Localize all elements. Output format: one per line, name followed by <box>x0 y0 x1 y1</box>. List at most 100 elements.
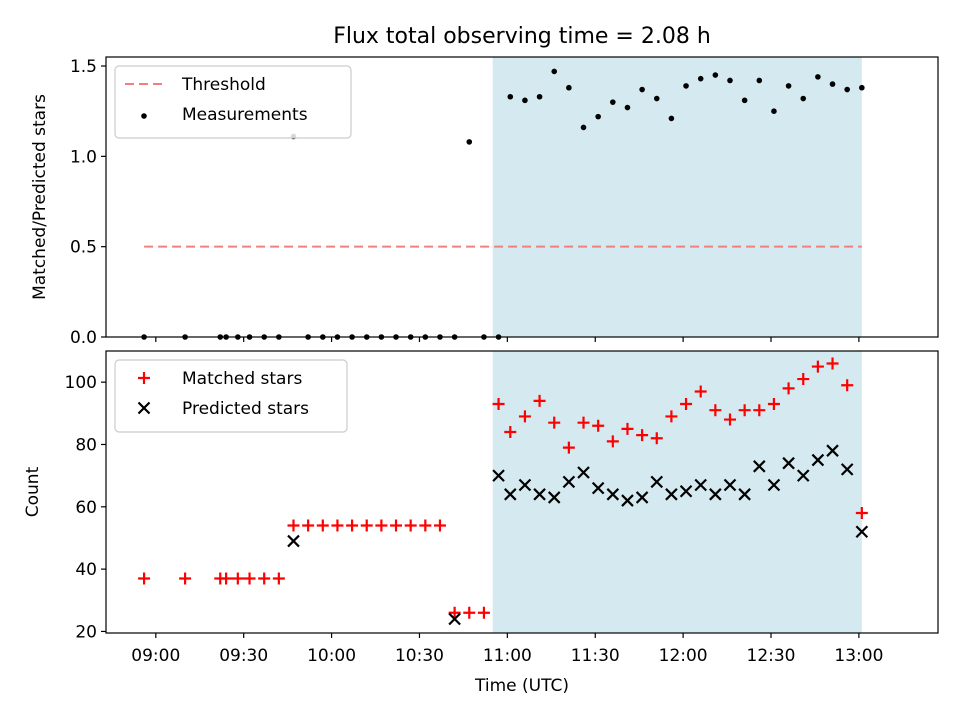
predicted-star-point <box>533 488 546 501</box>
measurement-point <box>683 83 689 89</box>
predicted-star-point <box>562 475 576 489</box>
measurement-point <box>785 83 792 89</box>
legend-matched-swatch <box>138 372 150 384</box>
measurement-point <box>466 139 473 145</box>
legend-predicted-swatch <box>137 401 151 415</box>
predicted-star-point <box>694 478 707 492</box>
matched-star-point <box>650 432 663 445</box>
matched-star-point <box>463 606 476 619</box>
chart-title: Flux total observing time = 2.08 h <box>333 24 711 49</box>
measurement-point <box>697 75 704 82</box>
top-y-tick-label: 1.0 <box>70 147 97 167</box>
matched-star-point <box>492 397 505 410</box>
matched-star-point <box>331 519 344 532</box>
matched-star-point <box>753 404 766 417</box>
legend-label: Matched stars <box>182 369 302 389</box>
matched-star-point <box>797 373 810 386</box>
measurement-point <box>844 86 850 93</box>
matched-star-point <box>636 429 649 442</box>
matched-star-point <box>548 416 561 429</box>
x-tick-label: 09:30 <box>219 646 268 666</box>
matched-star-point <box>138 572 151 585</box>
predicted-star-point <box>621 494 634 507</box>
matched-star-point <box>316 519 329 532</box>
x-tick-label: 09:00 <box>131 646 180 666</box>
x-tick-label: 11:30 <box>571 646 620 666</box>
predicted-star-point <box>811 453 825 467</box>
bottom-y-tick-label: 80 <box>75 435 97 455</box>
legend-label: Predicted stars <box>182 399 309 419</box>
x-axis-label: Time (UTC) <box>474 676 569 696</box>
predicted-star-point <box>782 456 795 470</box>
measurement-point <box>653 95 660 102</box>
top-y-axis-label: Matched/Predicted stars <box>30 94 50 300</box>
matched-star-point <box>390 519 403 532</box>
matched-star-point <box>433 519 446 532</box>
predicted-star-point <box>753 460 766 473</box>
matched-star-point <box>179 572 192 585</box>
measurement-point <box>624 104 631 111</box>
matched-star-point <box>346 519 359 532</box>
matched-star-point <box>375 519 388 532</box>
bottom-axes-frame <box>105 350 939 634</box>
measurement-point <box>741 97 748 104</box>
top-axes-frame <box>105 56 939 338</box>
matched-star-point <box>606 435 619 448</box>
matched-star-point <box>243 572 256 585</box>
matched-star-point <box>724 413 736 426</box>
legend-label: Measurements <box>182 105 308 125</box>
measurement-point <box>727 77 733 84</box>
matched-star-point <box>419 519 432 532</box>
matched-star-point <box>665 410 678 423</box>
matched-star-point <box>477 606 490 619</box>
matched-star-point <box>694 385 707 398</box>
measurement-point <box>507 93 514 100</box>
measurement-point <box>580 124 587 131</box>
legend-label: Threshold <box>181 75 266 95</box>
top-shaded-region <box>492 57 862 337</box>
measurement-point <box>815 74 821 80</box>
matched-star-point <box>811 360 824 373</box>
top-legend <box>114 65 352 139</box>
matched-star-point <box>855 507 868 520</box>
predicted-star-point <box>679 484 693 498</box>
measurement-point <box>668 115 675 122</box>
measurement-point <box>551 68 558 75</box>
x-tick-label: 12:00 <box>659 646 708 666</box>
bottom-y-tick-label: 60 <box>75 498 97 518</box>
bottom-y-axis-label: Count <box>23 466 43 517</box>
bottom-shaded-region <box>492 351 862 633</box>
measurement-point <box>610 99 616 105</box>
measurement-point <box>566 84 572 91</box>
measurement-point <box>522 97 528 104</box>
predicted-star-point <box>504 488 517 501</box>
predicted-star-point <box>709 488 722 501</box>
bottom-y-tick-label: 20 <box>75 622 97 642</box>
matched-star-point <box>782 382 795 395</box>
x-tick-label: 11:00 <box>483 646 532 666</box>
matched-star-point <box>404 519 417 532</box>
predicted-star-point <box>840 463 854 476</box>
top-y-tick-label: 0.5 <box>70 238 97 258</box>
bottom-legend <box>114 359 348 433</box>
top-panel: 0.0 0.5 1.0 1.5 Threshold Measurements <box>70 56 939 348</box>
predicted-star-point <box>635 491 649 504</box>
matched-star-point <box>680 397 693 410</box>
matched-star-point <box>592 419 605 432</box>
measurement-point <box>756 77 763 84</box>
measurement-point <box>712 72 719 78</box>
matched-star-point <box>767 397 780 410</box>
measurement-point <box>595 113 601 120</box>
matched-star-point <box>518 410 531 423</box>
predicted-star-point <box>547 491 561 504</box>
predicted-star-point <box>518 478 532 492</box>
predicted-star-point <box>855 525 869 539</box>
matched-star-point <box>220 572 233 585</box>
top-y-tick-label: 1.5 <box>70 57 97 77</box>
predicted-star-point <box>287 534 300 548</box>
predicted-star-point <box>665 488 678 501</box>
measurement-point <box>536 93 543 100</box>
predicted-star-point <box>591 481 605 495</box>
predicted-star-point <box>826 444 839 457</box>
